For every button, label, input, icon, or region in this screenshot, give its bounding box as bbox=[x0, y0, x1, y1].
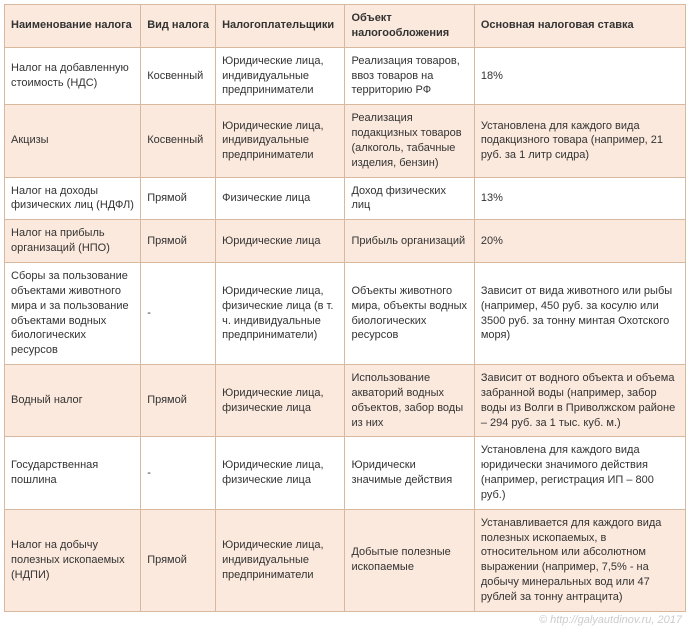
col-header-object: Объект налогообложения bbox=[345, 5, 474, 48]
cell-type: Прямой bbox=[141, 365, 216, 437]
cell-object: Прибыль организаций bbox=[345, 220, 474, 263]
cell-payers: Физические лица bbox=[216, 177, 345, 220]
cell-name: Налог на прибыль организаций (НПО) bbox=[5, 220, 141, 263]
col-header-rate: Основная налоговая ставка bbox=[474, 5, 685, 48]
cell-name: Налог на добавленную стоимость (НДС) bbox=[5, 47, 141, 105]
table-row: Налог на добавленную стоимость (НДС)Косв… bbox=[5, 47, 686, 105]
cell-name: Водный налог bbox=[5, 365, 141, 437]
cell-payers: Юридические лица, индивидуальные предпри… bbox=[216, 509, 345, 611]
cell-object: Реализация товаров, ввоз товаров на терр… bbox=[345, 47, 474, 105]
col-header-type: Вид налога bbox=[141, 5, 216, 48]
table-body: Налог на добавленную стоимость (НДС)Косв… bbox=[5, 47, 686, 611]
cell-payers: Юридические лица, физические лица bbox=[216, 437, 345, 509]
cell-rate: 13% bbox=[474, 177, 685, 220]
cell-type: Прямой bbox=[141, 220, 216, 263]
cell-object: Реализация подакцизных товаров (алкоголь… bbox=[345, 105, 474, 177]
table-row: АкцизыКосвенныйЮридические лица, индивид… bbox=[5, 105, 686, 177]
cell-name: Налог на доходы физических лиц (НДФЛ) bbox=[5, 177, 141, 220]
cell-payers: Юридические лица, индивидуальные предпри… bbox=[216, 47, 345, 105]
cell-object: Добытые полезные ископаемые bbox=[345, 509, 474, 611]
cell-rate: Установлена для каждого вида подакцизног… bbox=[474, 105, 685, 177]
tax-table: Наименование налога Вид налога Налогопла… bbox=[4, 4, 686, 612]
table-row: Налог на прибыль организаций (НПО)Прямой… bbox=[5, 220, 686, 263]
cell-type: Косвенный bbox=[141, 47, 216, 105]
table-row: Сборы за пользование объектами животного… bbox=[5, 262, 686, 364]
table-row: Налог на добычу полезных ископаемых (НДП… bbox=[5, 509, 686, 611]
cell-rate: 18% bbox=[474, 47, 685, 105]
footer-credit: © http://galyautdinov.ru, 2017 bbox=[4, 614, 686, 626]
cell-rate: 20% bbox=[474, 220, 685, 263]
cell-payers: Юридические лица, индивидуальные предпри… bbox=[216, 105, 345, 177]
cell-object: Доход физических лиц bbox=[345, 177, 474, 220]
table-row: Налог на доходы физических лиц (НДФЛ)Пря… bbox=[5, 177, 686, 220]
cell-name: Государственная пошлина bbox=[5, 437, 141, 509]
cell-payers: Юридические лица, физические лица (в т. … bbox=[216, 262, 345, 364]
cell-object: Использование акваторий водных объектов,… bbox=[345, 365, 474, 437]
cell-rate: Зависит от вида животного или рыбы (напр… bbox=[474, 262, 685, 364]
table-row: Водный налогПрямойЮридические лица, физи… bbox=[5, 365, 686, 437]
cell-payers: Юридические лица bbox=[216, 220, 345, 263]
cell-type: Косвенный bbox=[141, 105, 216, 177]
col-header-payers: Налогоплательщики bbox=[216, 5, 345, 48]
col-header-name: Наименование налога bbox=[5, 5, 141, 48]
cell-type: Прямой bbox=[141, 509, 216, 611]
cell-rate: Установлена для каждого вида юридически … bbox=[474, 437, 685, 509]
cell-name: Налог на добычу полезных ископаемых (НДП… bbox=[5, 509, 141, 611]
table-header-row: Наименование налога Вид налога Налогопла… bbox=[5, 5, 686, 48]
cell-type: - bbox=[141, 437, 216, 509]
cell-object: Объекты животного мира, объекты водных б… bbox=[345, 262, 474, 364]
cell-type: - bbox=[141, 262, 216, 364]
cell-object: Юридически значимые действия bbox=[345, 437, 474, 509]
cell-name: Акцизы bbox=[5, 105, 141, 177]
cell-type: Прямой bbox=[141, 177, 216, 220]
cell-payers: Юридические лица, физические лица bbox=[216, 365, 345, 437]
table-row: Государственная пошлина-Юридические лица… bbox=[5, 437, 686, 509]
cell-rate: Устанавливается для каждого вида полезны… bbox=[474, 509, 685, 611]
cell-name: Сборы за пользование объектами животного… bbox=[5, 262, 141, 364]
cell-rate: Зависит от водного объекта и объема забр… bbox=[474, 365, 685, 437]
